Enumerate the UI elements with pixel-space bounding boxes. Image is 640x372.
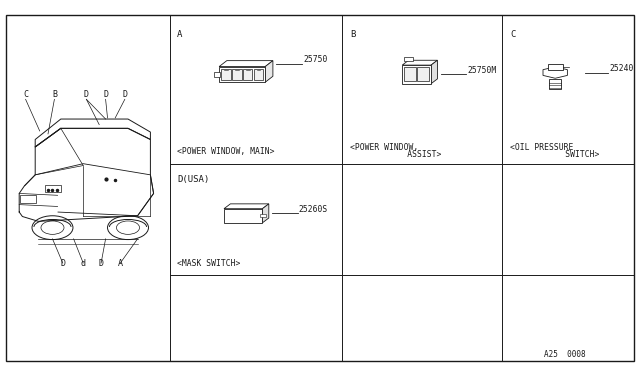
Bar xyxy=(549,79,561,89)
Polygon shape xyxy=(543,67,568,78)
Bar xyxy=(260,214,266,217)
Polygon shape xyxy=(403,60,438,65)
Text: 25750: 25750 xyxy=(303,55,327,64)
Text: <POWER WINDOW, MAIN>: <POWER WINDOW, MAIN> xyxy=(177,147,275,156)
Text: D(USA): D(USA) xyxy=(177,175,209,184)
Polygon shape xyxy=(404,57,413,61)
Bar xyxy=(214,72,220,77)
Bar xyxy=(253,69,263,80)
Polygon shape xyxy=(219,61,273,67)
Bar xyxy=(45,185,61,192)
Text: <POWER WINDOW,: <POWER WINDOW, xyxy=(350,142,419,151)
Text: C: C xyxy=(510,30,515,39)
Text: D: D xyxy=(103,90,108,99)
Polygon shape xyxy=(431,60,438,84)
Bar xyxy=(548,64,563,70)
Polygon shape xyxy=(219,67,265,82)
Bar xyxy=(404,67,416,81)
Text: <OIL PRESSURE: <OIL PRESSURE xyxy=(510,142,573,151)
Text: D: D xyxy=(84,90,89,99)
Text: 25240: 25240 xyxy=(609,64,634,73)
Bar xyxy=(243,69,252,80)
Bar xyxy=(232,69,241,80)
Text: B: B xyxy=(52,90,57,99)
Text: D: D xyxy=(99,259,104,268)
Text: <MASK SWITCH>: <MASK SWITCH> xyxy=(177,259,241,268)
Text: d: d xyxy=(81,259,86,268)
Text: C: C xyxy=(23,90,28,99)
Polygon shape xyxy=(265,61,273,82)
Polygon shape xyxy=(262,204,269,223)
Text: D: D xyxy=(122,90,127,99)
Text: 25260S: 25260S xyxy=(299,205,328,214)
Text: A25  0008: A25 0008 xyxy=(544,350,586,359)
Text: B: B xyxy=(350,30,355,39)
Bar xyxy=(417,67,429,81)
Text: 25750M: 25750M xyxy=(468,66,497,75)
Polygon shape xyxy=(403,65,431,84)
Text: A: A xyxy=(177,30,182,39)
Text: D: D xyxy=(60,259,65,268)
Bar xyxy=(221,69,230,80)
Polygon shape xyxy=(224,209,262,223)
Text: A: A xyxy=(118,259,123,268)
Text: SWITCH>: SWITCH> xyxy=(536,150,599,159)
Text: ASSIST>: ASSIST> xyxy=(378,150,441,159)
Polygon shape xyxy=(224,204,269,209)
Bar xyxy=(20,195,36,203)
